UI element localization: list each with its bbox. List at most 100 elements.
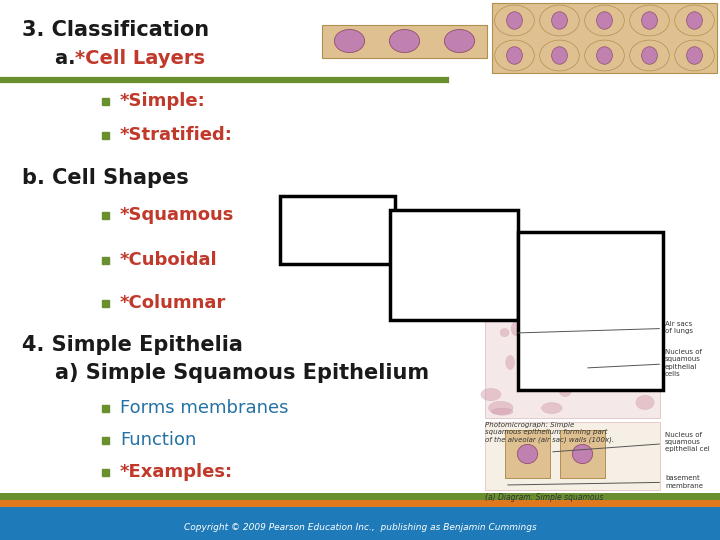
Ellipse shape [540, 40, 580, 71]
Ellipse shape [636, 395, 654, 410]
Text: Nucleus of
squamous
epithelial
cells: Nucleus of squamous epithelial cells [588, 349, 702, 376]
Bar [102, 436, 109, 443]
Ellipse shape [470, 253, 498, 273]
Bar [102, 256, 109, 264]
Bar [280, 196, 395, 264]
Text: b. Cell Shapes: b. Cell Shapes [22, 168, 189, 188]
Text: *Cuboidal: *Cuboidal [120, 251, 217, 269]
Ellipse shape [687, 47, 703, 64]
Ellipse shape [572, 353, 580, 359]
Ellipse shape [626, 373, 639, 378]
Ellipse shape [410, 253, 438, 273]
Ellipse shape [642, 12, 657, 29]
Text: *Squamous: *Squamous [120, 206, 235, 224]
Ellipse shape [299, 222, 327, 238]
Bar [518, 232, 663, 390]
Ellipse shape [506, 355, 514, 369]
Ellipse shape [585, 40, 624, 71]
Ellipse shape [531, 340, 552, 351]
Ellipse shape [552, 12, 567, 29]
Text: a) Simple Squamous Epithelium: a) Simple Squamous Epithelium [55, 363, 429, 383]
Ellipse shape [631, 354, 642, 366]
Text: *Simple:: *Simple: [120, 92, 206, 110]
Bar [485, 308, 660, 418]
FancyBboxPatch shape [288, 206, 338, 254]
Ellipse shape [585, 322, 598, 331]
Ellipse shape [495, 40, 534, 71]
Ellipse shape [622, 331, 633, 338]
Ellipse shape [500, 328, 509, 337]
Ellipse shape [597, 12, 613, 29]
Ellipse shape [572, 444, 593, 464]
Ellipse shape [489, 401, 513, 414]
Ellipse shape [642, 47, 657, 64]
Ellipse shape [579, 314, 597, 321]
Ellipse shape [611, 318, 624, 323]
Ellipse shape [545, 308, 565, 348]
Text: a.: a. [55, 49, 82, 68]
Bar [0, 507, 720, 514]
Ellipse shape [526, 374, 539, 384]
Ellipse shape [507, 12, 523, 29]
Bar [560, 430, 605, 478]
Ellipse shape [630, 40, 670, 71]
Ellipse shape [543, 336, 565, 345]
Ellipse shape [511, 322, 521, 335]
Text: Function: Function [120, 431, 197, 449]
Text: Nucleus of
squamous
epithelial cel: Nucleus of squamous epithelial cel [553, 432, 710, 452]
Text: Forms membranes: Forms membranes [120, 399, 289, 417]
Ellipse shape [559, 387, 571, 396]
Bar [0, 514, 720, 540]
Ellipse shape [540, 5, 580, 36]
Text: (a) Diagram: Simple squamous: (a) Diagram: Simple squamous [485, 493, 603, 502]
Ellipse shape [687, 12, 703, 29]
Ellipse shape [444, 30, 474, 52]
Bar [0, 493, 720, 500]
FancyBboxPatch shape [458, 220, 510, 305]
Bar [485, 422, 660, 490]
Ellipse shape [495, 5, 534, 36]
Bar [102, 132, 109, 138]
Ellipse shape [492, 408, 513, 415]
Bar [390, 210, 518, 320]
Ellipse shape [630, 5, 670, 36]
Text: 4. Simple Epithelia: 4. Simple Epithelia [22, 335, 243, 355]
Text: Air sacs
of lungs: Air sacs of lungs [518, 321, 693, 334]
Bar [102, 300, 109, 307]
Text: basement
membrane: basement membrane [508, 476, 703, 489]
FancyBboxPatch shape [595, 242, 645, 374]
Ellipse shape [585, 376, 593, 391]
Ellipse shape [518, 444, 538, 464]
Bar [492, 3, 717, 73]
Ellipse shape [531, 318, 550, 327]
Ellipse shape [334, 30, 364, 52]
Text: Photomicrograph: Simple
squamous epithelium forming part
of the alveolar (air sa: Photomicrograph: Simple squamous epithel… [485, 422, 614, 443]
Text: *Examples:: *Examples: [120, 463, 233, 481]
Ellipse shape [610, 308, 630, 348]
Bar [322, 24, 487, 57]
Text: Copyright © 2009 Pearson Education Inc.,  publishing as Benjamin Cummings: Copyright © 2009 Pearson Education Inc.,… [184, 523, 536, 531]
Text: *Stratified:: *Stratified: [120, 126, 233, 144]
Bar [0, 500, 720, 507]
Ellipse shape [354, 222, 382, 238]
Bar [102, 212, 109, 219]
Text: *Cell Layers: *Cell Layers [75, 49, 205, 68]
Bar [505, 430, 550, 478]
FancyBboxPatch shape [530, 242, 580, 374]
FancyBboxPatch shape [343, 206, 393, 254]
Text: *Columnar: *Columnar [120, 294, 226, 312]
Ellipse shape [541, 403, 562, 414]
Ellipse shape [533, 361, 548, 369]
Bar [102, 469, 109, 476]
Ellipse shape [552, 47, 567, 64]
FancyBboxPatch shape [398, 220, 450, 305]
Ellipse shape [597, 47, 613, 64]
Bar [102, 404, 109, 411]
Ellipse shape [390, 30, 420, 52]
Ellipse shape [675, 5, 714, 36]
Ellipse shape [568, 325, 593, 338]
Ellipse shape [585, 5, 624, 36]
Bar [102, 98, 109, 105]
Ellipse shape [605, 364, 626, 374]
Ellipse shape [675, 40, 714, 71]
